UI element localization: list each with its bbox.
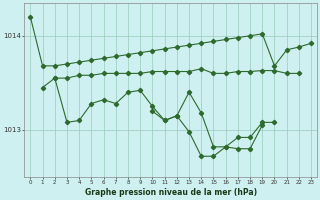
X-axis label: Graphe pression niveau de la mer (hPa): Graphe pression niveau de la mer (hPa) <box>85 188 257 197</box>
